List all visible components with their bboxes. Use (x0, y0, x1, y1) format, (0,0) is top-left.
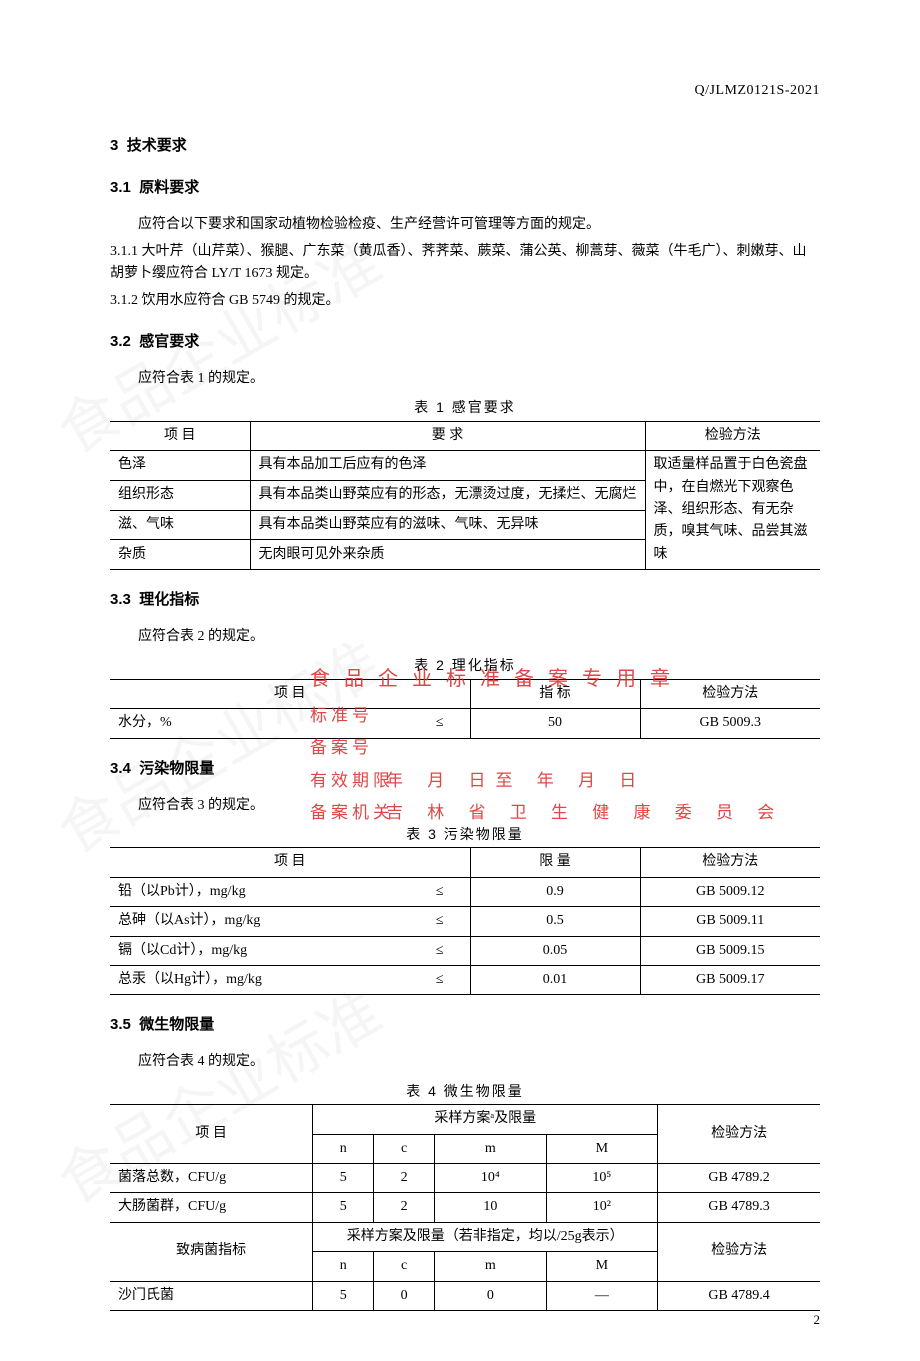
t3-r3-op: ≤ (410, 965, 470, 994)
t4-r1-M: 10² (546, 1193, 658, 1222)
section-33-intro: 应符合表 2 的规定。 (110, 626, 820, 648)
t3-r0-method: GB 5009.12 (640, 877, 820, 906)
t4-r0-c: 2 (374, 1163, 435, 1192)
t4-r0-item: 菌落总数，CFU/g (110, 1163, 313, 1192)
t3-r1-method: GB 5009.11 (640, 907, 820, 936)
t3-r1-item: 总砷（以As计），mg/kg (110, 907, 410, 936)
t3-r0-item: 铅（以Pb计），mg/kg (110, 877, 410, 906)
table2-caption: 表 2 理化指标 (110, 654, 820, 676)
section-35-intro: 应符合表 4 的规定。 (110, 1051, 820, 1073)
t3-head-item: 项 目 (110, 848, 470, 877)
t4-sub-m: m (435, 1134, 547, 1163)
t1-r2-req: 具有本品类山野菜应有的滋味、气味、无异味 (250, 510, 645, 540)
section-31-intro: 应符合以下要求和国家动植物检验检疫、生产经营许可管理等方面的规定。 (110, 214, 820, 236)
section-34-heading: 3.4 污染物限量 (110, 757, 820, 781)
t3-r1-op: ≤ (410, 907, 470, 936)
t3-head-val: 限 量 (470, 848, 640, 877)
t4-p0-item: 沙门氏菌 (110, 1281, 313, 1310)
t3-r2-item: 镉（以Cd计），mg/kg (110, 936, 410, 965)
t3-r0-val: 0.9 (470, 877, 640, 906)
t4-p0-n: 5 (313, 1281, 374, 1310)
t1-head-method: 检验方法 (645, 421, 820, 450)
section-32-intro: 应符合表 1 的规定。 (110, 368, 820, 390)
t1-r3-req: 无肉眼可见外来杂质 (250, 540, 645, 570)
section-3-heading: 3 技术要求 (110, 134, 820, 158)
t4-sub-n: n (313, 1134, 374, 1163)
t3-r1-val: 0.5 (470, 907, 640, 936)
t3-head-method: 检验方法 (640, 848, 820, 877)
t1-method: 取适量样品置于白色瓷盘中，在自燃光下观察色泽、组织形态、有无杂质，嗅其气味、品尝… (645, 451, 820, 570)
section-35-heading: 3.5 微生物限量 (110, 1013, 820, 1037)
t4-head-plan: 采样方案ᵃ及限量 (313, 1105, 658, 1134)
document-code: Q/JLMZ0121S-2021 (110, 80, 820, 102)
t4-sub2-M: M (546, 1252, 658, 1281)
t4-p0-M: — (546, 1281, 658, 1310)
table-microbe: 项 目 采样方案ᵃ及限量 检验方法 n c m M 菌落总数，CFU/g 5 2… (110, 1104, 820, 1311)
t4-r0-method: GB 4789.2 (658, 1163, 820, 1192)
t4-head-plan2: 采样方案及限量（若非指定，均以/25g表示） (313, 1222, 658, 1251)
t2-r0-item: 水分，% (110, 709, 410, 738)
clause-312: 3.1.2 饮用水应符合 GB 5749 的规定。 (110, 290, 820, 312)
section-31-heading: 3.1 原料要求 (110, 176, 820, 200)
t4-head-method: 检验方法 (658, 1105, 820, 1164)
t4-head-pathogen: 致病菌指标 (110, 1222, 313, 1281)
t1-r0-req: 具有本品加工后应有的色泽 (250, 451, 645, 481)
table1-caption: 表 1 感官要求 (110, 396, 820, 418)
clause-311: 3.1.1 大叶芹（山芹菜）、猴腿、广东菜（黄瓜香）、荠荠菜、蕨菜、蒲公英、柳蒿… (110, 241, 820, 286)
t4-r0-M: 10⁵ (546, 1163, 658, 1192)
t1-r0-item: 色泽 (110, 451, 250, 481)
t4-r1-item: 大肠菌群，CFU/g (110, 1193, 313, 1222)
t1-r1-req: 具有本品类山野菜应有的形态，无漂烫过度，无揉烂、无腐烂 (250, 480, 645, 510)
t2-head-method: 检验方法 (640, 679, 820, 708)
section-32-heading: 3.2 感官要求 (110, 330, 820, 354)
table-contaminant: 项 目 限 量 检验方法 铅（以Pb计），mg/kg ≤ 0.9 GB 5009… (110, 847, 820, 995)
t1-head-item: 项 目 (110, 421, 250, 450)
t1-r3-item: 杂质 (110, 540, 250, 570)
table4-caption: 表 4 微生物限量 (110, 1080, 820, 1102)
t4-r0-n: 5 (313, 1163, 374, 1192)
section-34-intro: 应符合表 3 的规定。 (110, 795, 820, 817)
t3-r3-val: 0.01 (470, 965, 640, 994)
t1-r1-item: 组织形态 (110, 480, 250, 510)
table-physchem: 项 目 指 标 检验方法 水分，% ≤ 50 GB 5009.3 (110, 679, 820, 739)
table3-caption: 表 3 污染物限量 (110, 823, 820, 845)
t4-r1-c: 2 (374, 1193, 435, 1222)
t4-sub2-c: c (374, 1252, 435, 1281)
t4-r1-n: 5 (313, 1193, 374, 1222)
t4-p0-c: 0 (374, 1281, 435, 1310)
t4-sub2-n: n (313, 1252, 374, 1281)
t4-r1-method: GB 4789.3 (658, 1193, 820, 1222)
t4-sub2-m: m (435, 1252, 547, 1281)
t2-r0-val: 50 (470, 709, 640, 738)
t3-r3-item: 总汞（以Hg计），mg/kg (110, 965, 410, 994)
t3-r2-op: ≤ (410, 936, 470, 965)
page-number: 2 (814, 1310, 821, 1331)
section-33-heading: 3.3 理化指标 (110, 588, 820, 612)
t3-r3-method: GB 5009.17 (640, 965, 820, 994)
t3-r2-method: GB 5009.15 (640, 936, 820, 965)
t2-head-val: 指 标 (470, 679, 640, 708)
t4-p0-m: 0 (435, 1281, 547, 1310)
t3-r2-val: 0.05 (470, 936, 640, 965)
t2-head-item: 项 目 (110, 679, 470, 708)
t4-sub-c: c (374, 1134, 435, 1163)
table-sensory: 项 目 要 求 检验方法 色泽 具有本品加工后应有的色泽 取适量样品置于白色瓷盘… (110, 421, 820, 570)
t4-r0-m: 10⁴ (435, 1163, 547, 1192)
t4-r1-m: 10 (435, 1193, 547, 1222)
t1-head-req: 要 求 (250, 421, 645, 450)
t2-r0-method: GB 5009.3 (640, 709, 820, 738)
t4-head-item: 项 目 (110, 1105, 313, 1164)
t4-head-method2: 检验方法 (658, 1222, 820, 1281)
t4-sub-M: M (546, 1134, 658, 1163)
t4-p0-method: GB 4789.4 (658, 1281, 820, 1310)
t3-r0-op: ≤ (410, 877, 470, 906)
t1-r2-item: 滋、气味 (110, 510, 250, 540)
t2-r0-op: ≤ (410, 709, 470, 738)
